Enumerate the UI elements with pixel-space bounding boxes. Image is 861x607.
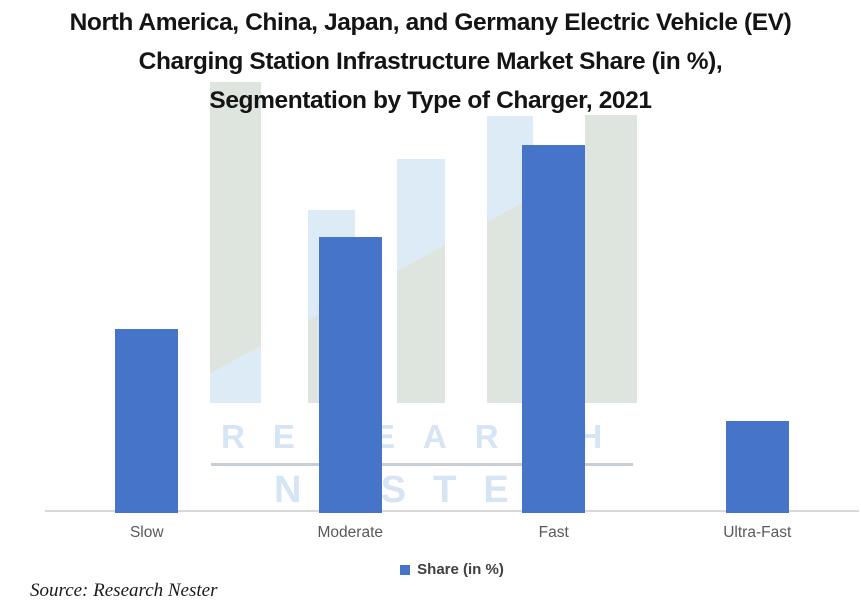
category-label-moderate: Moderate <box>317 524 383 541</box>
watermark-bar <box>487 196 533 403</box>
bar-moderate <box>318 237 382 513</box>
category-label-fast: Fast <box>538 524 569 541</box>
watermark-bar <box>210 82 261 374</box>
watermark-bar <box>210 346 261 403</box>
watermark-bar <box>487 116 533 222</box>
chart-title-line: Charging Station Infrastructure Market S… <box>138 48 723 75</box>
bar-ultra-fast <box>725 421 789 513</box>
category-label-slow: Slow <box>129 524 164 541</box>
bar-fast <box>522 145 586 513</box>
source-note: Source: Research Nester <box>30 580 218 601</box>
legend-label: Share (in %) <box>417 561 504 578</box>
bar-slow <box>115 329 179 513</box>
x-axis-line <box>45 510 859 512</box>
watermark-underline <box>211 463 633 466</box>
watermark-bar <box>397 245 445 403</box>
category-label-ultra-fast: Ultra-Fast <box>723 524 792 541</box>
chart-title: North America, China, Japan, and Germany… <box>0 3 861 120</box>
watermark-bar <box>585 115 637 403</box>
chart-title-line: Segmentation by Type of Charger, 2021 <box>209 87 652 114</box>
legend: Share (in %) <box>45 561 859 578</box>
legend-swatch-icon <box>400 564 411 575</box>
chart-title-line: North America, China, Japan, and Germany… <box>69 9 792 36</box>
watermark-bar <box>397 159 445 271</box>
